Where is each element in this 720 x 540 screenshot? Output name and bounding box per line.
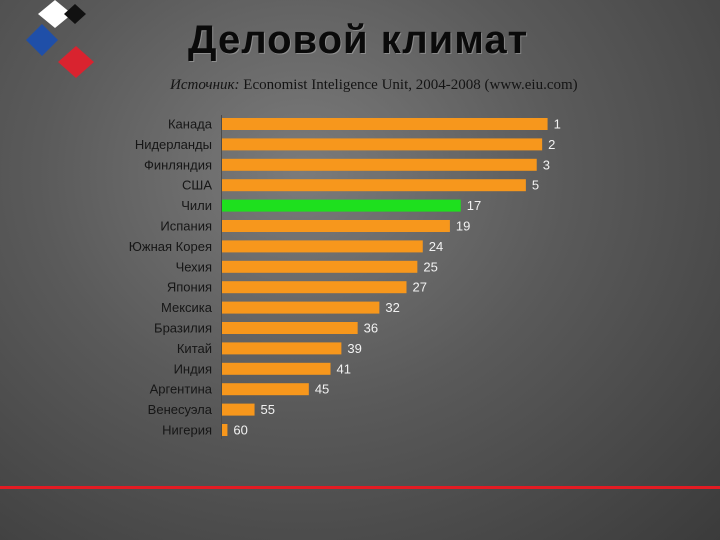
- value-label: 3: [543, 157, 550, 172]
- value-label: 55: [261, 402, 275, 417]
- category-label: Япония: [167, 280, 212, 295]
- bar: [222, 158, 537, 171]
- value-label: 19: [456, 219, 470, 234]
- bar: [222, 138, 543, 151]
- category-label: Бразилия: [154, 321, 212, 336]
- category-label: Нидерланды: [135, 137, 212, 152]
- value-label: 1: [554, 117, 561, 132]
- diamond-cluster-logo-icon: [26, 0, 94, 78]
- page-title: Деловой климат: [188, 18, 529, 62]
- value-label: 45: [315, 382, 329, 397]
- category-label: Чили: [181, 198, 212, 213]
- value-label: 32: [385, 300, 399, 315]
- category-label: Нигерия: [162, 423, 212, 438]
- value-label: 36: [364, 321, 378, 336]
- category-label: Чехия: [176, 259, 212, 274]
- source-lead: Источник:: [170, 77, 240, 93]
- bar: [222, 281, 407, 294]
- value-label: 60: [233, 423, 247, 438]
- value-label: 24: [429, 239, 443, 254]
- bar: [222, 220, 450, 232]
- value-label: 17: [467, 198, 481, 213]
- source-note: Источник: Economist Inteligence Unit, 20…: [170, 77, 578, 94]
- value-label: 5: [532, 178, 539, 193]
- bar: [222, 260, 418, 273]
- value-label: 39: [347, 341, 361, 356]
- category-label: Финляндия: [144, 157, 212, 172]
- value-label: 25: [423, 259, 437, 274]
- value-label: 41: [337, 361, 351, 376]
- logo-black-diamond: [64, 4, 86, 24]
- footer-divider: [0, 486, 720, 489]
- bar: [222, 322, 358, 334]
- bar: [222, 342, 342, 355]
- logo-blue-diamond: [26, 24, 58, 56]
- source-text: Economist Inteligence Unit, 2004-2008 (w…: [243, 77, 578, 93]
- bar: [222, 403, 255, 416]
- bar: [222, 362, 331, 375]
- category-label: Аргентина: [150, 382, 213, 397]
- bar: [222, 199, 461, 212]
- category-label: Канада: [168, 117, 213, 132]
- bar: [222, 240, 423, 253]
- bar: [222, 118, 548, 130]
- category-label: Китай: [177, 341, 212, 356]
- business-climate-bar-chart: Канада 1 Нидерланды 2 Финляндия 3 США 5 Чили 17 Ис…: [129, 115, 561, 439]
- value-label: 27: [412, 280, 426, 295]
- bar: [222, 301, 380, 314]
- category-label: Венесуэла: [148, 402, 213, 417]
- value-label: 2: [548, 137, 555, 152]
- category-label: Южная Корея: [129, 239, 212, 254]
- category-label: Испания: [160, 219, 212, 234]
- category-label: США: [182, 178, 212, 193]
- category-label: Мексика: [161, 300, 213, 315]
- bar: [222, 383, 309, 396]
- logo-white-diamond: [38, 0, 72, 28]
- logo-red-diamond: [58, 46, 94, 78]
- bar: [222, 424, 228, 436]
- bar: [222, 179, 526, 192]
- category-label: Индия: [174, 361, 212, 376]
